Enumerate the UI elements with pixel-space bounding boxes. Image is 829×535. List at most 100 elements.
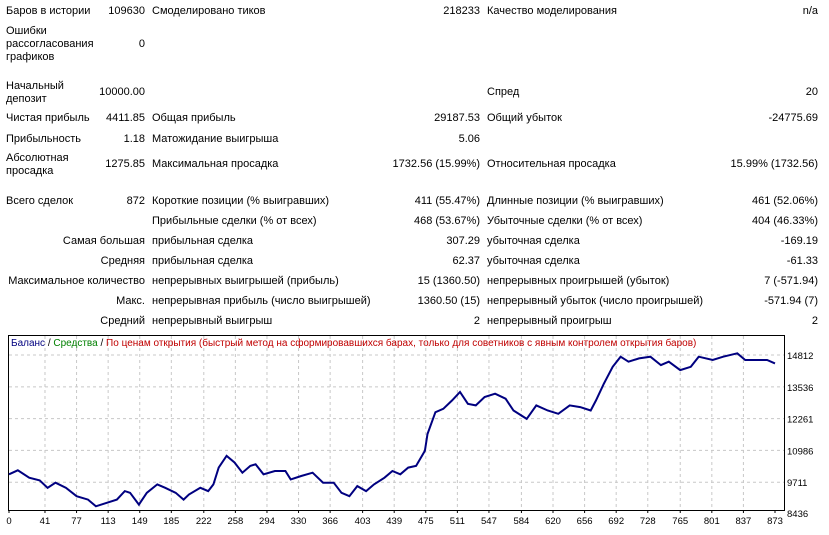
- row-value: 5.06: [458, 133, 480, 145]
- x-tick-label: 0: [6, 516, 11, 527]
- row-label: непрерывный убыток (число проигрышей): [487, 295, 704, 307]
- row-value: 10000.00: [99, 86, 145, 98]
- row-label: непрерывных выигрышей (прибыль): [152, 275, 339, 287]
- row-value: 109630: [108, 5, 145, 17]
- x-tick-label: 258: [227, 516, 243, 527]
- row-label: Матожидание выигрыша: [152, 133, 279, 145]
- row-label: непрерывных проигрышей (убыток): [487, 275, 670, 287]
- row-value: 1732.56 (15.99%): [392, 158, 480, 170]
- row-value: 2: [473, 315, 480, 327]
- x-tick-label: 873: [767, 516, 783, 527]
- row-value: 468 (53.67%): [413, 215, 480, 227]
- x-tick-label: 77: [71, 516, 82, 527]
- legend-entry: /: [45, 338, 53, 349]
- x-tick-label: 330: [291, 516, 307, 527]
- chart-legend: Баланс / Средства / По ценам открытия (б…: [11, 337, 696, 349]
- row-label: непрерывный проигрыш: [487, 315, 612, 327]
- row-value: -571.94 (7): [764, 295, 818, 307]
- row-label: Качество моделирования: [487, 5, 617, 17]
- row-label: Чистая прибыль: [6, 112, 90, 124]
- row-value: -169.19: [780, 235, 818, 247]
- row-label: Длинные позиции (% выигравших): [487, 195, 664, 207]
- row-label: Спред: [487, 86, 520, 98]
- x-tick-label: 620: [545, 516, 561, 527]
- row-label: Прибыльные сделки (% от всех): [152, 215, 317, 227]
- row-value: 7 (-571.94): [764, 275, 818, 287]
- row-value: 2: [811, 315, 818, 327]
- legend-entry: Баланс: [11, 338, 45, 349]
- x-tick-label: 837: [735, 516, 751, 527]
- x-tick-label: 439: [386, 516, 402, 527]
- row-label: убыточная сделка: [487, 255, 580, 267]
- row-value: 872: [126, 195, 145, 207]
- x-tick-label: 149: [132, 516, 148, 527]
- row-label: Относительная просадка: [487, 158, 616, 170]
- row-value: 411 (55.47%): [414, 195, 480, 207]
- row-value: 1275.85: [105, 158, 145, 170]
- row-value: 15 (1360.50): [417, 275, 480, 287]
- legend-entry: Средства: [53, 338, 98, 349]
- row-label: Баров в истории: [6, 5, 91, 17]
- row-label: Самая большая: [62, 235, 145, 247]
- x-tick-label: 547: [481, 516, 497, 527]
- row-value: 307.29: [446, 235, 480, 247]
- x-tick-label: 294: [259, 516, 275, 527]
- row-label: Начальный депозит: [6, 80, 64, 105]
- row-label: Средний: [100, 315, 145, 327]
- row-value: 1.18: [123, 133, 145, 145]
- row-label: Максимальная просадка: [152, 158, 279, 170]
- row-label: Макс.: [116, 295, 145, 307]
- row-value: 20: [805, 86, 818, 98]
- plot-frame: [8, 335, 785, 511]
- x-tick-label: 113: [101, 516, 116, 527]
- x-tick-label: 656: [577, 516, 593, 527]
- x-tick-label: 366: [322, 516, 338, 527]
- row-label: Короткие позиции (% выигравших): [152, 195, 330, 207]
- row-label: Убыточные сделки (% от всех): [487, 215, 643, 227]
- row-label: Ошибки рассогласования графиков: [6, 25, 94, 63]
- x-tick-label: 475: [418, 516, 434, 527]
- row-value: -61.33: [786, 255, 818, 267]
- row-value: 4411.85: [106, 112, 145, 124]
- x-tick-label: 41: [40, 516, 51, 527]
- balance-line: [8, 352, 776, 508]
- row-value: 404 (46.33%): [751, 215, 818, 227]
- row-label: прибыльная сделка: [152, 235, 254, 247]
- x-tick-label: 222: [196, 516, 212, 527]
- row-value: 15.99% (1732.56): [730, 158, 818, 170]
- row-value: 0: [138, 38, 145, 50]
- y-tick-label: 14812: [787, 351, 813, 362]
- row-label: Прибыльность: [6, 133, 81, 145]
- row-label: непрерывный выигрыш: [152, 315, 273, 327]
- y-tick-label: 8436: [787, 509, 808, 520]
- y-tick-label: 13536: [787, 383, 813, 394]
- row-value: 461 (52.06%): [751, 195, 818, 207]
- legend-entry: По ценам открытия (быстрый метод на сфор…: [106, 337, 696, 349]
- x-tick-label: 185: [163, 516, 179, 527]
- row-value: n/a: [802, 5, 818, 17]
- x-tick-label: 584: [513, 516, 529, 527]
- row-label: Абсолютная просадка: [6, 152, 69, 177]
- x-tick-label: 511: [450, 516, 465, 527]
- row-value: 29187.53: [434, 112, 480, 124]
- row-label: Общая прибыль: [152, 112, 236, 124]
- row-label: прибыльная сделка: [152, 255, 254, 267]
- row-label: Смоделировано тиков: [152, 5, 266, 17]
- y-tick-label: 9711: [787, 478, 807, 489]
- row-value: -24775.69: [768, 112, 818, 124]
- row-value: 218233: [443, 5, 480, 17]
- x-tick-label: 728: [640, 516, 656, 527]
- row-label: убыточная сделка: [487, 235, 580, 247]
- x-tick-label: 403: [355, 516, 371, 527]
- legend-entry: /: [98, 338, 106, 349]
- y-tick-label: 12261: [787, 415, 813, 426]
- row-value: 62.37: [452, 255, 480, 267]
- x-tick-label: 692: [608, 516, 624, 527]
- x-tick-label: 765: [672, 516, 688, 527]
- row-value: 1360.50 (15): [417, 295, 480, 307]
- row-label: Общий убыток: [487, 112, 562, 124]
- balance-chart: Баланс / Средства / По ценам открытия (б…: [6, 335, 813, 527]
- row-label: Средняя: [100, 255, 145, 267]
- y-tick-label: 10986: [787, 446, 813, 457]
- row-label: непрерывная прибыль (число выигрышей): [152, 295, 371, 307]
